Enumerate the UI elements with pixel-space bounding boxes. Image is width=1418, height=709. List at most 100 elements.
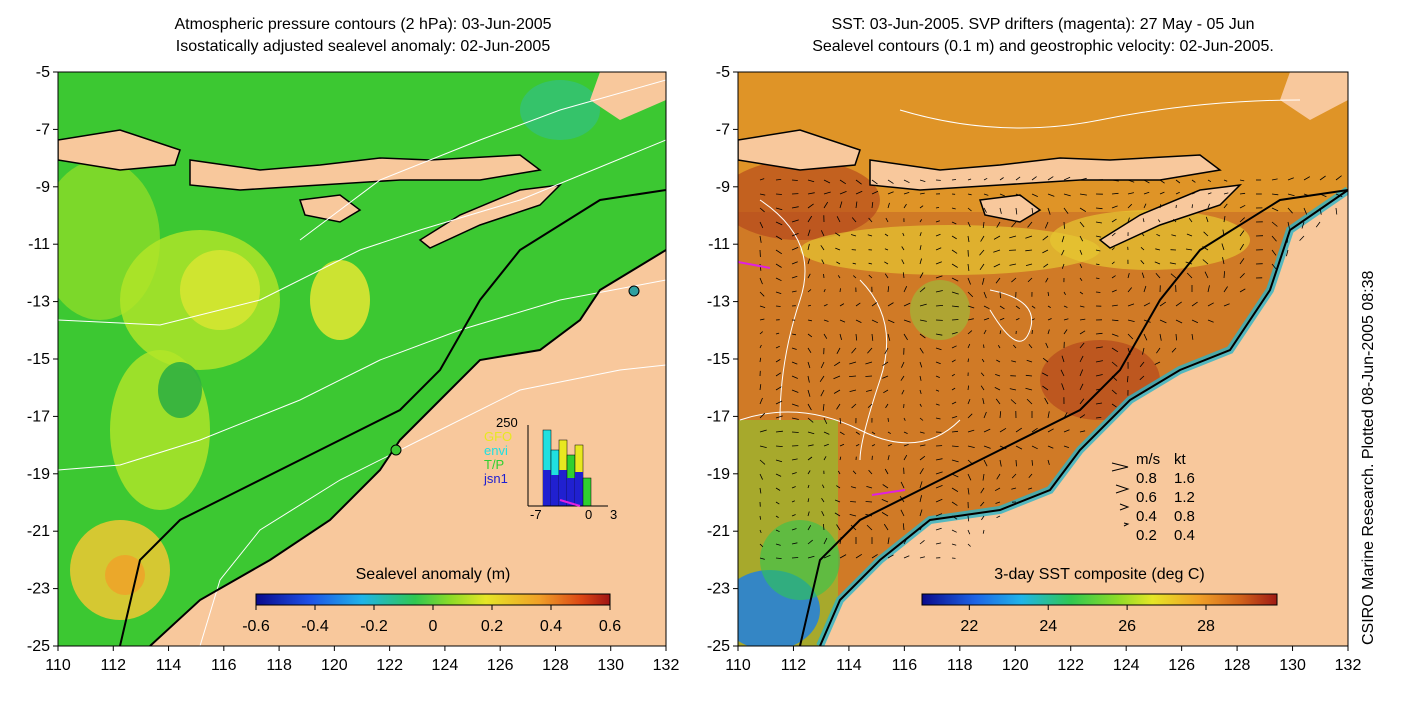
velocity-arrow — [839, 333, 842, 341]
velocity-arrow — [1191, 204, 1193, 209]
lat-tick-label: -13 — [707, 294, 730, 311]
lat-tick-label: -23 — [27, 581, 50, 598]
velocity-arrow — [807, 203, 814, 209]
velocity-arrow — [1047, 207, 1051, 215]
lon-tick-label: 118 — [266, 657, 292, 674]
velocity-arrow — [775, 332, 780, 335]
velocity-arrow — [1079, 291, 1084, 295]
velocity-arrow — [983, 177, 988, 181]
velocity-arrow — [1175, 319, 1183, 324]
velocity-arrow — [1079, 369, 1084, 377]
velocity-arrow — [1061, 355, 1065, 363]
velocity-arrow — [1079, 221, 1085, 228]
velocity-arrow — [791, 458, 798, 461]
velocity-ms: 0.2 — [1136, 527, 1157, 544]
velocity-arrow — [900, 481, 905, 489]
velocity-arrow — [821, 259, 825, 265]
velocity-arrow — [1063, 221, 1065, 229]
velocity-arrow — [836, 261, 841, 265]
velocity-arrow — [1063, 291, 1066, 295]
velocity-arrow — [1079, 342, 1085, 349]
velocity-arrow — [884, 248, 889, 251]
velocity-arrow — [807, 375, 810, 383]
velocity-arrow — [1143, 302, 1151, 307]
velocity-arrow — [1047, 318, 1052, 321]
velocity-arrow — [903, 417, 906, 421]
velocity-arrow — [821, 511, 825, 517]
velocity-arrow — [1191, 301, 1198, 307]
velocity-arrow — [887, 417, 889, 422]
velocity-arrow — [1170, 273, 1177, 279]
velocity-arrow — [1175, 333, 1177, 341]
velocity-arrow — [1111, 275, 1116, 279]
velocity-arrow — [855, 179, 862, 185]
velocity-arrow — [1223, 286, 1228, 293]
velocity-arrow — [1154, 361, 1161, 365]
velocity-arrow — [1047, 291, 1050, 297]
velocity-arrow — [951, 501, 958, 506]
velocity-arrow — [982, 398, 985, 405]
velocity-arrow — [1303, 193, 1311, 197]
velocity-arrow — [935, 361, 941, 365]
velocity-header-kt: kt — [1174, 451, 1186, 468]
velocity-arrow — [1042, 235, 1049, 241]
velocity-arrow — [1111, 218, 1117, 223]
right-colorbar — [921, 593, 1278, 606]
velocity-arrow — [791, 389, 799, 393]
velocity-arrow — [807, 525, 812, 531]
velocity-arrow — [980, 235, 985, 242]
velocity-arrow — [884, 468, 889, 475]
velocity-arrow — [807, 498, 810, 503]
velocity-arrow — [807, 273, 811, 279]
velocity-arrow — [901, 246, 905, 251]
velocity-arrow — [1185, 261, 1193, 265]
velocity-arrow — [1127, 272, 1130, 279]
velocity-arrow — [759, 529, 762, 534]
velocity-arrow — [822, 403, 825, 411]
velocity-arrow — [1171, 234, 1177, 237]
velocity-arrow — [967, 398, 971, 405]
velocity-arrow — [871, 554, 878, 559]
right-map-field — [738, 72, 1348, 646]
lon-tick-label: 112 — [101, 657, 127, 674]
velocity-arrow — [1271, 193, 1279, 196]
velocity-arrow — [919, 219, 923, 223]
velocity-arrow — [967, 529, 971, 535]
velocity-arrow — [1095, 360, 1103, 363]
velocity-arrow — [820, 389, 825, 397]
velocity-arrow — [775, 415, 783, 419]
velocity-arrow — [1095, 374, 1103, 377]
velocity-arrow — [935, 261, 942, 265]
velocity-arrow — [997, 344, 1001, 349]
velocity-arrow — [1095, 221, 1102, 224]
velocity-arrow — [791, 472, 797, 475]
velocity-arrow — [887, 302, 894, 307]
velocity-arrow — [759, 305, 766, 308]
velocity-arrow — [1041, 372, 1049, 377]
velocity-arrow — [967, 318, 974, 321]
velocity-arrow — [967, 429, 975, 433]
velocity-arrow — [1011, 221, 1017, 228]
velocity-arrow — [983, 207, 987, 213]
velocity-arrow — [951, 221, 957, 225]
velocity-arrow — [919, 245, 922, 251]
velocity-arrow — [967, 193, 972, 196]
velocity-arrow — [1031, 207, 1034, 215]
velocity-arrow — [999, 317, 1005, 321]
velocity-arrow — [951, 373, 956, 377]
velocity-arrow — [823, 304, 828, 307]
velocity-arrow — [935, 527, 942, 531]
velocity-arrow — [1239, 217, 1245, 223]
lat-tick-label: -9 — [36, 179, 50, 196]
velocity-arrow — [1171, 347, 1177, 353]
velocity-arrow — [1079, 305, 1085, 308]
velocity-arrow — [1169, 262, 1177, 265]
velocity-arrow — [871, 202, 874, 209]
velocity-arrow — [1287, 193, 1295, 197]
velocity-arrow — [775, 445, 783, 447]
velocity-arrow — [868, 469, 873, 475]
velocity-arrow — [1025, 263, 1033, 266]
velocity-arrow — [1239, 258, 1245, 265]
velocity-arrow — [1111, 389, 1117, 395]
velocity-legend-row: 0.2 0.4 — [1136, 526, 1195, 545]
